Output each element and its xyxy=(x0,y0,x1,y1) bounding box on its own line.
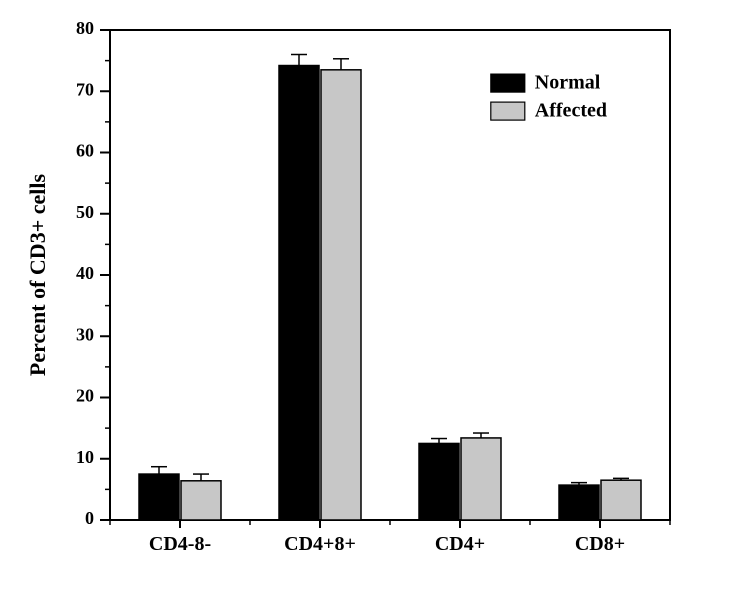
bar-normal xyxy=(419,443,459,520)
bar-chart: 0 10 20 30 40 50 60 70 80 Percent of CD3+ cells CD… xyxy=(0,0,729,609)
y-tick-label: 40 xyxy=(76,263,94,283)
bar-normal xyxy=(559,485,599,520)
y-tick-label: 80 xyxy=(76,18,94,38)
bar-normal xyxy=(139,474,179,520)
legend-swatch-normal xyxy=(491,74,525,92)
x-category-label: CD4+ xyxy=(435,533,485,555)
bar-affected xyxy=(461,438,501,520)
bar-affected xyxy=(181,481,221,520)
bar-affected xyxy=(321,70,361,520)
y-tick-label: 10 xyxy=(76,447,94,467)
y-tick-label: 0 xyxy=(85,508,94,528)
legend-label-normal: Normal xyxy=(535,72,601,94)
y-tick-label: 20 xyxy=(76,386,94,406)
bar-affected xyxy=(601,480,641,520)
legend-swatch-affected xyxy=(491,102,525,120)
x-category-label: CD4-8- xyxy=(149,533,211,555)
y-tick-label: 70 xyxy=(76,79,94,99)
y-tick-label: 50 xyxy=(76,202,94,222)
x-category-label: CD4+8+ xyxy=(284,533,356,555)
bar-normal xyxy=(279,66,319,520)
y-tick-label: 60 xyxy=(76,141,94,161)
y-tick-label: 30 xyxy=(76,324,94,344)
y-axis-label: Percent of CD3+ cells xyxy=(25,174,50,377)
x-category-label: CD8+ xyxy=(575,533,625,555)
legend-label-affected: Affected xyxy=(535,100,607,122)
chart-container: 0 10 20 30 40 50 60 70 80 Percent of CD3+ cells CD… xyxy=(0,0,729,609)
